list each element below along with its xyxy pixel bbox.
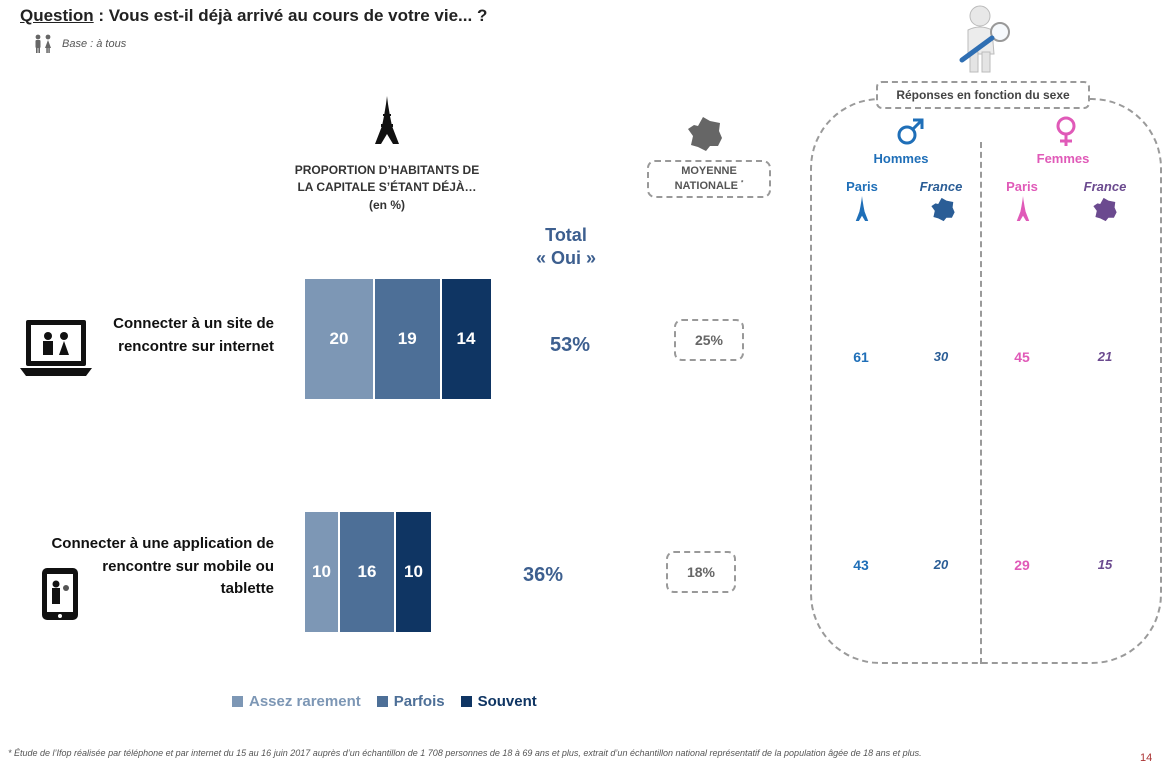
men-france-label: France [919,179,963,194]
female-symbol-icon [1056,116,1076,146]
stacked-bar-app: 10 16 10 [305,512,505,632]
base-text: Base : à tous [62,38,127,50]
eiffel-tower-blue-icon [855,196,869,221]
question-text: : Vous est-il déjà arrivé au cours de vo… [93,6,488,25]
legend-label: Parfois [393,693,445,710]
women-france-site: 21 [1097,349,1113,364]
people-icon [35,34,51,53]
bar-value-label: 10 [312,562,331,581]
bar-segment: 16 [340,512,396,632]
total-line1: Total [545,225,587,245]
total-line2: « Oui » [535,248,597,269]
row-label-line: tablette [220,580,274,597]
women-paris-app: 29 [1014,557,1030,573]
row-label-site: Connecter à un site de rencontre sur int… [60,313,274,358]
women-france-label: France [1083,179,1127,194]
legend-swatch [376,696,388,707]
national-average-heading: MOYENNE NATIONALE * [647,160,771,198]
stacked-bar-site: 20 19 14 [305,279,505,399]
row-label-app: Connecter à une application de rencontre… [20,533,274,601]
row-label-line: rencontre sur mobile ou [102,557,274,575]
question-title: Question : Vous est-il déjà arrivé au co… [20,6,487,26]
national-line2: NATIONALE [674,180,738,192]
bar-segment: 20 [305,279,375,399]
total-yes-site: 53% [549,334,591,356]
footnote: * Étude de l’Ifop réalisée par téléphone… [8,748,922,758]
national-average-app: 18% [666,551,736,593]
proportion-unit: (en %) [369,197,405,212]
magnifier-figure-icon [959,5,1010,73]
men-paris-site: 61 [853,349,869,365]
proportion-line1: PROPORTION D’HABITANTS DE [294,163,480,177]
bar-segment: 14 [441,279,491,399]
bar-value-label: 14 [456,329,476,348]
legend-item: Assez rarement [232,693,361,710]
national-line1: MOYENNE [681,165,737,178]
bar-segment: 10 [305,512,340,632]
national-footnote-mark: * [741,180,744,187]
page-number: 14 [1140,752,1153,764]
male-symbol-icon [897,118,924,145]
legend-label: Assez rarement [249,693,361,710]
women-label: Femmes [1036,151,1090,166]
total-yes-app: 36% [522,564,564,586]
men-paris-label: Paris [846,179,878,194]
legend-swatch [460,696,472,707]
row-label-line: Connecter à un site de [113,315,274,332]
women-paris-label: Paris [1006,179,1038,194]
bar-segment: 10 [396,512,431,632]
bar-value-label: 20 [329,329,349,348]
men-paris-app: 43 [853,557,869,573]
france-map-blue-icon [931,197,955,222]
eiffel-tower-pink-icon [1016,196,1030,221]
france-map-purple-icon [1093,197,1117,222]
chart-legend: Assez rarement Parfois Souvent [232,693,537,710]
men-label: Hommes [873,151,929,166]
gender-panel-divider [980,142,982,664]
gender-panel-title: Réponses en fonction du sexe [876,81,1090,109]
legend-swatch [232,696,243,707]
smartphone-dating-icon [42,568,78,620]
legend-label: Souvent [477,693,537,710]
national-average-site: 25% [674,319,744,361]
legend-item: Souvent [460,693,537,710]
bar-segment: 19 [375,279,442,399]
men-france-site: 30 [933,349,949,364]
men-france-app: 20 [933,557,949,572]
eiffel-tower-icon [375,96,399,144]
legend-item: Parfois [376,693,445,710]
bar-value-label: 19 [397,329,417,348]
proportion-heading: PROPORTION D’HABITANTS DE LA CAPITALE S’… [272,162,502,214]
row-label-line: Connecter à une application de [51,535,274,552]
question-label: Question [20,6,94,25]
base-note: Base : à tous [32,34,126,54]
laptop-dating-icon [20,320,92,376]
total-heading: Total « Oui » [520,224,612,271]
row-label-line: rencontre sur internet [118,337,274,355]
bar-value-label: 16 [357,562,377,581]
france-map-icon [688,117,722,151]
women-paris-site: 45 [1014,349,1030,365]
women-france-app: 15 [1097,557,1113,572]
bar-value-label: 10 [404,562,423,581]
proportion-line2: LA CAPITALE S’ÉTANT DÉJÀ… [297,180,477,195]
